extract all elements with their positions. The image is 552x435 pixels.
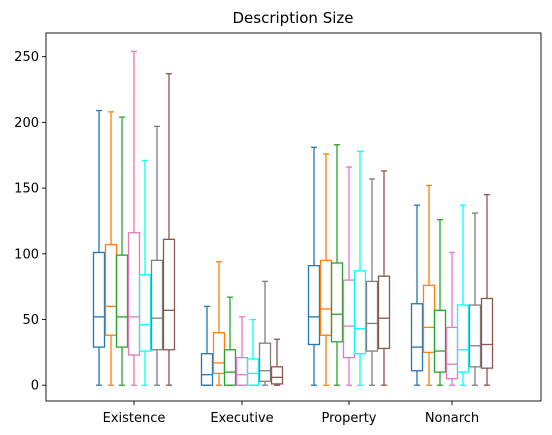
box-iqr	[258, 342, 272, 382]
x-tick-label-executive: Executive	[210, 411, 273, 426]
box-iqr	[410, 303, 424, 372]
box-existence-6	[150, 125, 164, 386]
box-nonarch-7	[480, 194, 494, 386]
box-iqr	[468, 304, 482, 368]
box-iqr	[104, 243, 118, 336]
box-iqr	[307, 264, 321, 346]
box-iqr	[377, 275, 391, 350]
box-iqr	[422, 284, 436, 354]
box-iqr	[445, 326, 459, 380]
x-tick-label-existence: Existence	[103, 411, 166, 426]
box-existence-5	[138, 159, 152, 386]
box-property-2	[319, 153, 333, 386]
box-existence-4	[127, 50, 141, 386]
y-tick-label: 50	[22, 313, 39, 328]
box-iqr	[319, 259, 333, 336]
box-executive-7	[270, 338, 284, 386]
box-iqr	[212, 332, 226, 375]
box-executive-5	[246, 318, 260, 386]
boxes-layer	[92, 50, 494, 386]
box-property-1	[307, 146, 321, 386]
x-tick-label-property: Property	[321, 411, 376, 426]
box-iqr	[456, 304, 470, 373]
box-iqr	[92, 251, 106, 348]
box-property-4	[342, 166, 356, 386]
box-existence-2	[104, 111, 118, 386]
y-tick-label: 250	[14, 50, 39, 65]
box-property-5	[353, 150, 367, 386]
box-nonarch-1	[410, 204, 424, 386]
box-iqr	[365, 280, 379, 352]
box-nonarch-6	[468, 212, 482, 386]
box-property-3	[330, 144, 344, 386]
plot-frame	[45, 32, 542, 402]
box-iqr	[223, 349, 237, 386]
box-executive-1	[200, 305, 214, 386]
box-executive-2	[212, 261, 226, 386]
box-iqr	[270, 366, 284, 385]
box-nonarch-4	[445, 251, 459, 386]
box-existence-1	[92, 109, 106, 386]
box-iqr	[138, 274, 152, 352]
box-iqr	[246, 358, 260, 386]
y-tick-label: 150	[14, 182, 39, 197]
y-tick-label: 200	[14, 116, 39, 131]
y-tick-label: 0	[31, 379, 39, 394]
x-tick-label-nonarch: Nonarch	[425, 411, 479, 426]
box-property-6	[365, 178, 379, 386]
box-property-7	[377, 170, 391, 386]
box-executive-3	[223, 296, 237, 386]
box-iqr	[200, 353, 214, 386]
box-iqr	[235, 356, 249, 386]
box-iqr	[150, 259, 164, 351]
axes-layer: 0 50 100 150 200 250 Existence Executive Propert…	[14, 32, 542, 426]
chart-title: Description Size	[233, 9, 354, 27]
box-iqr	[115, 254, 129, 348]
box-iqr	[480, 297, 494, 369]
box-iqr	[433, 309, 447, 373]
box-iqr	[162, 238, 176, 351]
box-iqr	[330, 262, 344, 343]
box-iqr	[353, 270, 367, 355]
box-iqr	[127, 232, 141, 356]
box-existence-7	[162, 73, 176, 386]
box-existence-3	[115, 116, 129, 386]
box-nonarch-2	[422, 184, 436, 386]
box-nonarch-3	[433, 218, 447, 386]
box-iqr	[342, 279, 356, 359]
box-executive-6	[258, 280, 272, 386]
y-tick-label: 100	[14, 247, 39, 262]
box-nonarch-5	[456, 204, 470, 386]
box-executive-4	[235, 316, 249, 386]
